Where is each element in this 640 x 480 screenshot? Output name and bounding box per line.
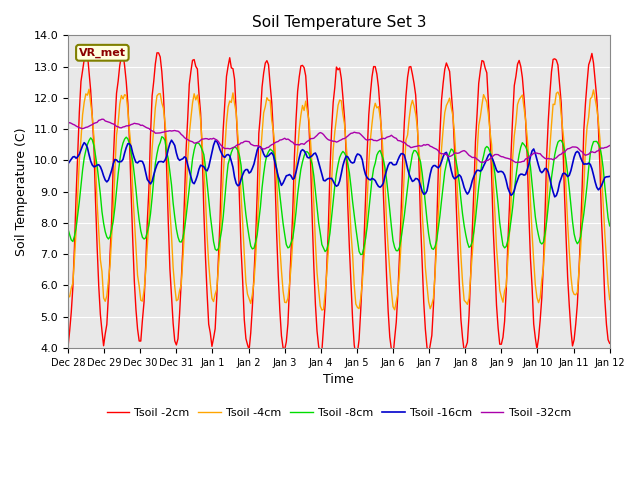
Tsoil -8cm — [227, 150, 235, 156]
Line: Tsoil -8cm: Tsoil -8cm — [68, 137, 610, 254]
Tsoil -2cm — [511, 83, 518, 88]
Tsoil -16cm — [509, 191, 516, 197]
Tsoil -2cm — [606, 340, 614, 346]
Line: Tsoil -32cm: Tsoil -32cm — [68, 119, 610, 163]
Tsoil -4cm — [318, 307, 326, 313]
Tsoil -32cm — [370, 138, 378, 144]
Tsoil -16cm — [227, 158, 235, 164]
Tsoil -2cm — [517, 63, 525, 69]
Tsoil -32cm — [64, 120, 72, 126]
Tsoil -32cm — [517, 159, 525, 165]
Tsoil -16cm — [606, 173, 614, 179]
Line: Tsoil -16cm: Tsoil -16cm — [68, 140, 610, 197]
Tsoil -16cm — [186, 168, 193, 174]
Tsoil -4cm — [85, 86, 93, 92]
Tsoil -8cm — [511, 188, 518, 193]
Tsoil -4cm — [517, 95, 525, 100]
Tsoil -32cm — [70, 122, 78, 128]
Tsoil -2cm — [186, 81, 193, 87]
X-axis label: Time: Time — [323, 373, 354, 386]
Legend: Tsoil -2cm, Tsoil -4cm, Tsoil -8cm, Tsoil -16cm, Tsoil -32cm: Tsoil -2cm, Tsoil -4cm, Tsoil -8cm, Tsoi… — [102, 403, 575, 422]
Tsoil -8cm — [517, 144, 525, 150]
Text: VR_met: VR_met — [79, 48, 126, 58]
Tsoil -32cm — [606, 143, 614, 148]
Line: Tsoil -4cm: Tsoil -4cm — [68, 89, 610, 310]
Tsoil -8cm — [158, 134, 166, 140]
Tsoil -4cm — [186, 132, 193, 137]
Tsoil -16cm — [551, 194, 559, 200]
Tsoil -4cm — [511, 133, 518, 139]
Tsoil -4cm — [606, 297, 614, 302]
Tsoil -4cm — [64, 292, 72, 298]
Tsoil -32cm — [512, 160, 520, 166]
Tsoil -8cm — [606, 223, 614, 229]
Tsoil -2cm — [64, 344, 72, 350]
Tsoil -4cm — [227, 100, 235, 106]
Tsoil -4cm — [70, 255, 78, 261]
Tsoil -32cm — [186, 138, 193, 144]
Tsoil -4cm — [371, 100, 379, 106]
Tsoil -2cm — [153, 50, 161, 56]
Tsoil -16cm — [370, 176, 378, 182]
Line: Tsoil -2cm: Tsoil -2cm — [68, 53, 610, 357]
Tsoil -8cm — [357, 252, 365, 257]
Tsoil -16cm — [515, 173, 523, 179]
Tsoil -16cm — [64, 161, 72, 167]
Tsoil -8cm — [186, 185, 193, 191]
Tsoil -8cm — [64, 226, 72, 232]
Tsoil -32cm — [509, 158, 516, 164]
Tsoil -8cm — [371, 160, 379, 166]
Y-axis label: Soil Temperature (C): Soil Temperature (C) — [15, 127, 28, 256]
Tsoil -32cm — [98, 116, 106, 122]
Tsoil -2cm — [389, 354, 397, 360]
Tsoil -2cm — [227, 65, 235, 71]
Tsoil -2cm — [370, 64, 378, 70]
Tsoil -8cm — [70, 233, 78, 239]
Tsoil -16cm — [70, 154, 78, 159]
Title: Soil Temperature Set 3: Soil Temperature Set 3 — [252, 15, 426, 30]
Tsoil -16cm — [168, 137, 175, 143]
Tsoil -2cm — [70, 242, 78, 248]
Tsoil -32cm — [227, 145, 235, 151]
